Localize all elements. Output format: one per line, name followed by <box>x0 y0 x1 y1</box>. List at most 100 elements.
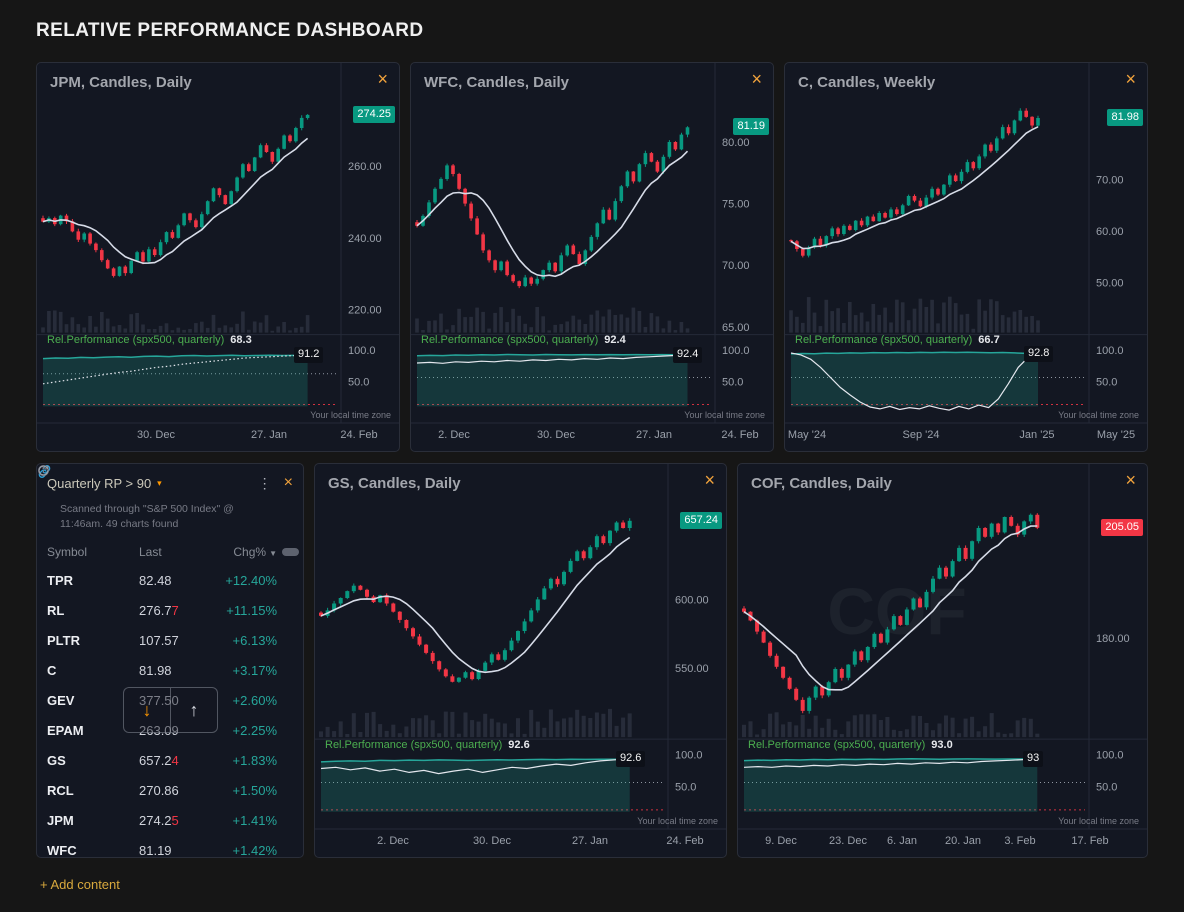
time-axis[interactable]: May '24 Sep '24 Jan '25 May '25 <box>788 429 1135 441</box>
svg-text:23. Dec: 23. Dec <box>829 835 867 847</box>
svg-text:600.00: 600.00 <box>675 594 709 606</box>
price-scale[interactable]: 600.00 550.00 100.0 50.0 <box>675 594 709 793</box>
scroll-up-button[interactable]: ↑ <box>189 699 199 720</box>
price-badge: 81.19 <box>733 118 769 136</box>
scroll-down-button[interactable]: ↓ <box>124 688 171 732</box>
watchlist-row-EPAM[interactable]: EPAM 263.09 +2.25% <box>37 715 303 745</box>
scroll-buttons: ↓ ↑ <box>123 687 218 733</box>
svg-text:80.00: 80.00 <box>722 137 750 149</box>
volume-bars <box>789 296 1040 333</box>
row-last-price: 270.86 <box>139 782 179 798</box>
svg-text:24. Feb: 24. Feb <box>666 835 703 847</box>
candles <box>319 518 632 683</box>
column-last[interactable]: Last <box>139 545 162 560</box>
watchlist-name[interactable]: Quarterly RP > 90 <box>47 475 152 491</box>
price-scale[interactable]: 180.00 100.0 50.0 <box>1096 633 1130 793</box>
svg-text:65.00: 65.00 <box>722 322 750 334</box>
row-change-percent: +12.40% <box>225 572 277 588</box>
close-icon[interactable]: × <box>1125 69 1136 89</box>
watchlist-column-headers: Symbol Last Chg% ▼ <box>37 539 303 565</box>
row-last-price: 81.98 <box>139 662 172 678</box>
svg-text:220.00: 220.00 <box>348 305 382 317</box>
svg-text:2. Dec: 2. Dec <box>438 429 470 441</box>
timezone-label: Your local time zone <box>1058 410 1139 420</box>
row-last-price: 81.19 <box>139 842 172 858</box>
close-icon[interactable]: × <box>751 69 762 89</box>
svg-text:240.00: 240.00 <box>348 233 382 245</box>
close-icon[interactable]: × <box>1125 470 1136 490</box>
watchlist-panel: Quarterly RP > 90 ▾ ⋮ × <box>36 463 304 858</box>
candles <box>742 513 1040 714</box>
chart-canvas-jpm[interactable]: 260.00 240.00 220.00 100.0 50.0 30. Dec 27. Ja… <box>37 63 399 451</box>
row-change-percent: +1.42% <box>232 842 277 858</box>
watchlist-row-JPM[interactable]: JPM 274.25 +1.41% <box>37 805 303 835</box>
watchlist-row-RL[interactable]: RL 276.77 +11.15% <box>37 595 303 625</box>
rp-legend-value: 68.3 <box>230 334 252 346</box>
add-content-button[interactable]: + Add content <box>40 877 120 892</box>
chevron-down-icon[interactable]: ▾ <box>157 477 162 488</box>
row-change-percent: +3.17% <box>232 662 277 678</box>
svg-text:May '25: May '25 <box>1097 429 1135 441</box>
watchlist-row-TPR[interactable]: TPR 82.48 +12.40% <box>37 565 303 595</box>
ma-line <box>790 126 1039 250</box>
chart-panel-c: 70.00 60.00 50.00 100.0 50.0 May '24 Sep '24 Ja… <box>784 62 1148 452</box>
volume-bars <box>41 310 310 333</box>
watchlist-row-GS[interactable]: GS 657.24 +1.83% <box>37 745 303 775</box>
price-scale[interactable]: 80.00 75.00 70.00 65.00 100.0 50.0 <box>722 137 750 388</box>
kebab-menu-icon[interactable]: ⋮ <box>257 474 272 491</box>
watchlist-row-C[interactable]: C 81.98 +3.17% <box>37 655 303 685</box>
watchlist-row-PLTR[interactable]: PLTR 107.57 +6.13% <box>37 625 303 655</box>
close-icon[interactable]: × <box>704 470 715 490</box>
chart-canvas-wfc[interactable]: 80.00 75.00 70.00 65.00 100.0 50.0 2. Dec 30. D… <box>411 63 773 451</box>
row-symbol: C <box>47 662 57 678</box>
column-symbol[interactable]: Symbol <box>47 545 88 560</box>
svg-text:50.0: 50.0 <box>1096 376 1117 388</box>
chart-canvas-cof[interactable]: COF 180.00 100.0 50.0 9. Dec 23. Dec 6. Jan 20.… <box>738 464 1147 857</box>
chart-canvas-gs[interactable]: 600.00 550.00 100.0 50.0 2. Dec 30. Dec 27. Ja… <box>315 464 726 857</box>
rp-legend-value: 92.6 <box>508 739 530 751</box>
watchlist-header: Quarterly RP > 90 ▾ ⋮ × <box>37 464 303 502</box>
time-axis[interactable]: 2. Dec 30. Dec 27. Jan 24. Feb <box>377 835 704 847</box>
timezone-label: Your local time zone <box>637 816 718 826</box>
rp-legend-value: 66.7 <box>978 334 1000 346</box>
row-last-tick: 7 <box>171 602 179 618</box>
close-icon[interactable]: × <box>377 69 388 89</box>
row-symbol: TPR <box>47 572 73 588</box>
price-scale[interactable]: 260.00 240.00 220.00 100.0 50.0 <box>348 161 382 388</box>
svg-text:9. Dec: 9. Dec <box>765 835 797 847</box>
ma-line <box>743 525 1038 691</box>
row-last-price: 263.09 <box>139 722 179 738</box>
chart-panel-jpm: 260.00 240.00 220.00 100.0 50.0 30. Dec 27. Ja… <box>36 62 400 452</box>
time-axis[interactable]: 30. Dec 27. Jan 24. Feb <box>137 429 378 441</box>
rp-value-badge: 92.8 <box>1024 346 1054 362</box>
chart-panel-gs: 600.00 550.00 100.0 50.0 2. Dec 30. Dec 27. Ja… <box>314 463 727 858</box>
svg-text:50.0: 50.0 <box>1096 781 1117 793</box>
time-axis[interactable]: 2. Dec 30. Dec 27. Jan 24. Feb <box>438 429 759 441</box>
row-last-tick: 4 <box>171 752 179 768</box>
svg-text:180.00: 180.00 <box>1096 633 1130 645</box>
watchlist-row-RCL[interactable]: RCL 270.86 +1.50% <box>37 775 303 805</box>
row-symbol: JPM <box>47 812 74 828</box>
time-axis[interactable]: 9. Dec 23. Dec 6. Jan 20. Jan 3. Feb 17. Feb <box>765 835 1109 847</box>
pane-separators <box>738 464 1147 830</box>
rp-legend: Rel.Performance (spx500, quarterly) 92.4 <box>421 334 626 346</box>
rp-value-badge: 92.6 <box>616 751 646 767</box>
rp-legend: Rel.Performance (spx500, quarterly) 68.3 <box>47 334 252 346</box>
svg-text:100.0: 100.0 <box>675 750 703 762</box>
svg-text:70.00: 70.00 <box>722 260 750 272</box>
column-chg[interactable]: Chg% ▼ <box>233 545 277 560</box>
volume-bars <box>319 708 632 738</box>
svg-text:50.0: 50.0 <box>348 376 369 388</box>
watchlist-row-WFC[interactable]: WFC 81.19 +1.42% <box>37 835 303 858</box>
watchlist-row-GEV[interactable]: GEV 377.50 +2.60% <box>37 685 303 715</box>
rp-legend-value: 92.4 <box>604 334 626 346</box>
scrollbar-thumb[interactable] <box>282 548 299 556</box>
row-change-percent: +11.15% <box>226 602 277 618</box>
rp-legend-value: 93.0 <box>931 739 953 751</box>
chart-title-cof: COF, Candles, Daily <box>751 475 892 492</box>
price-scale[interactable]: 70.00 60.00 50.00 100.0 50.0 <box>1096 175 1124 389</box>
svg-text:27. Jan: 27. Jan <box>251 429 287 441</box>
timezone-label: Your local time zone <box>310 410 391 420</box>
close-icon[interactable]: × <box>283 474 293 491</box>
chart-canvas-c[interactable]: 70.00 60.00 50.00 100.0 50.0 May '24 Sep '24 Ja… <box>785 63 1147 451</box>
